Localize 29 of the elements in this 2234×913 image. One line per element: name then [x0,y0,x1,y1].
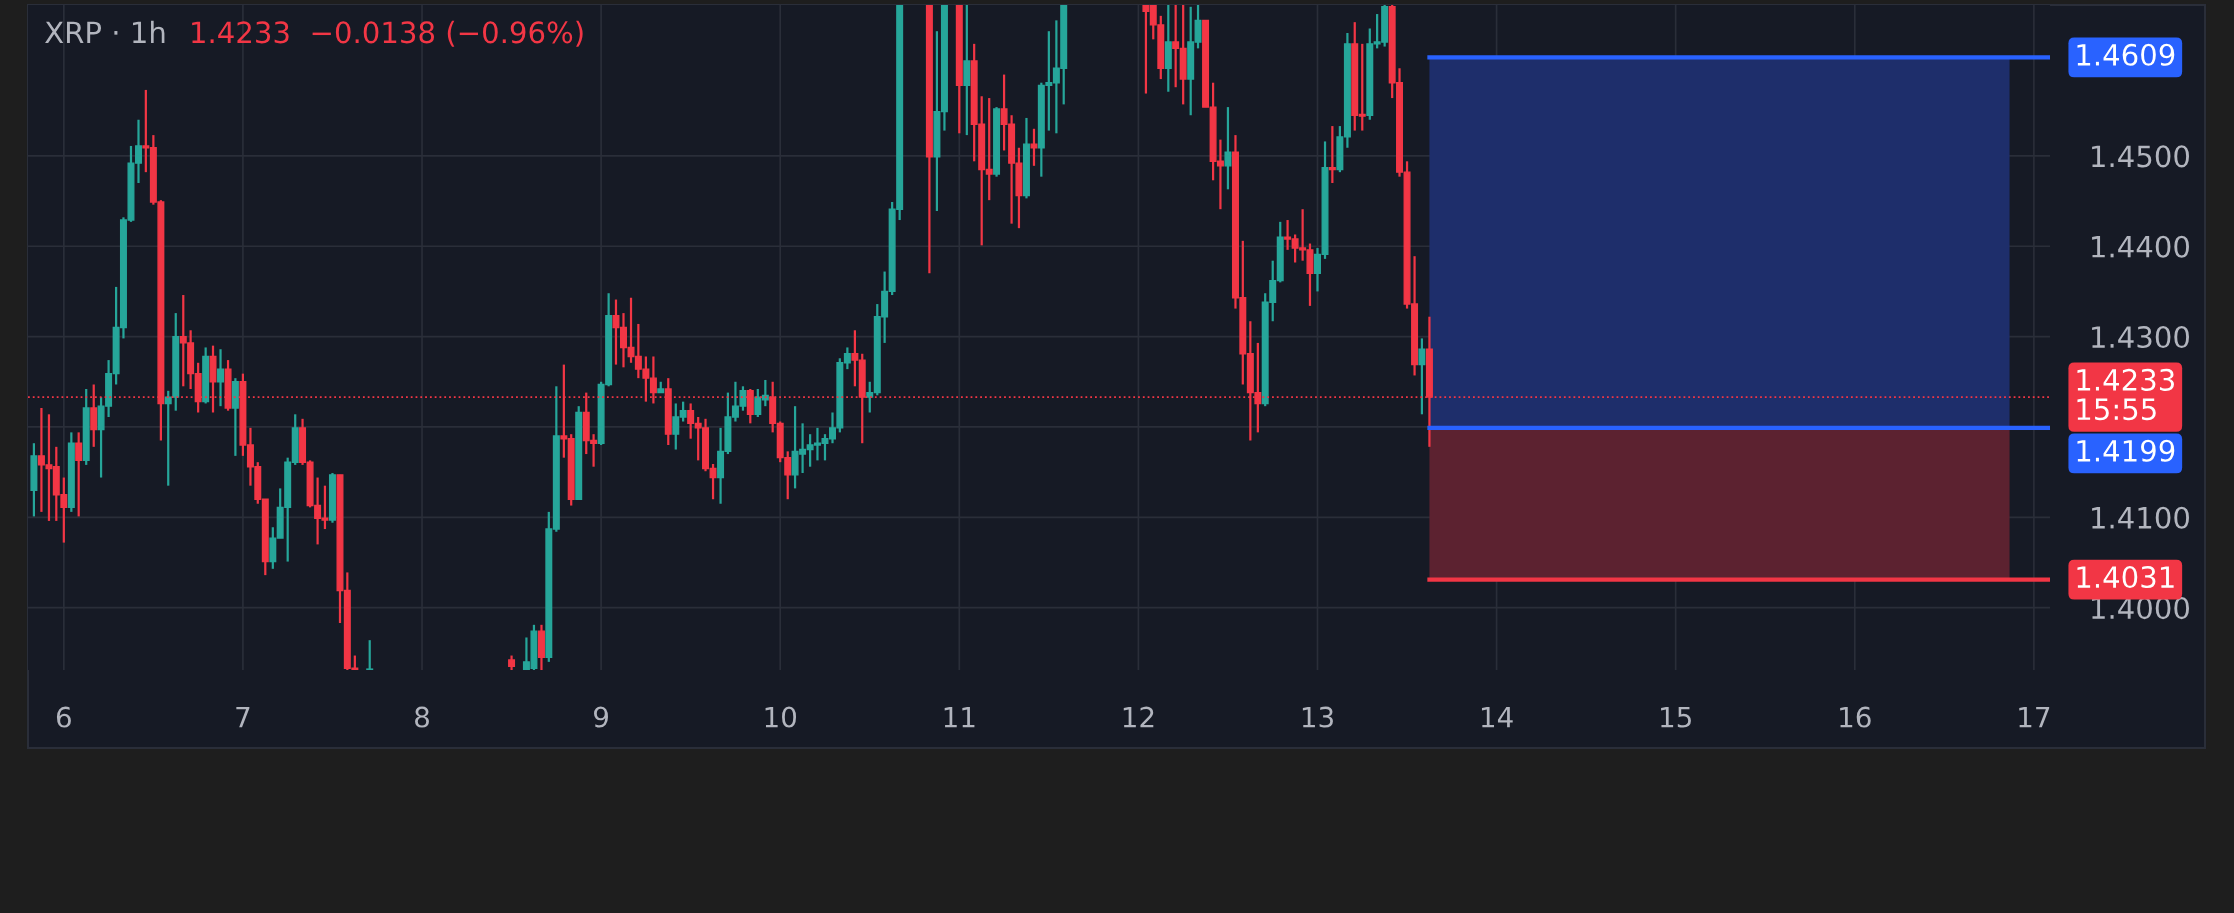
x-tick-label: 17 [2019,706,2050,728]
x-tick-label: 13 [1302,706,1333,728]
x-tick-label: 15 [1661,706,1691,728]
ref-line-label: 1.4031 [2077,566,2174,589]
x-tick-label: 14 [1481,706,1513,728]
candlestick [1418,337,1426,416]
x-tick-label: 9 [594,706,608,728]
x-tick-label: 16 [1840,706,1871,728]
x-tick-label: 12 [1123,706,1154,728]
ref-line-label: 1.4609 [2077,43,2175,66]
y-tick-label: 1.4100 [2092,506,2190,529]
y-tick-label: 1.4400 [2092,235,2190,258]
y-tick-label: 1.4500 [2092,145,2190,168]
candlestick [217,348,225,408]
chart-title: XRP · 1h [45,20,165,43]
x-tick-label: 10 [765,706,797,728]
x-tick-label: 7 [236,706,250,728]
candlestick [1224,105,1232,191]
x-tick-label: 11 [944,706,975,728]
candlestick [1030,127,1038,167]
x-tick-label: 6 [56,706,71,728]
candlestick [75,431,83,518]
x-tick-label: 8 [415,706,429,728]
chart-subtitle: 1.4233 −0.0138 (−0.96%) [192,20,583,47]
ref-line-label: 1.4233 15:55 [2077,368,2174,421]
ref-line-label: 1.4199 [2077,439,2175,462]
candlestick [366,639,374,670]
y-tick-label: 1.4300 [2092,326,2190,349]
candlestick [1328,124,1336,185]
